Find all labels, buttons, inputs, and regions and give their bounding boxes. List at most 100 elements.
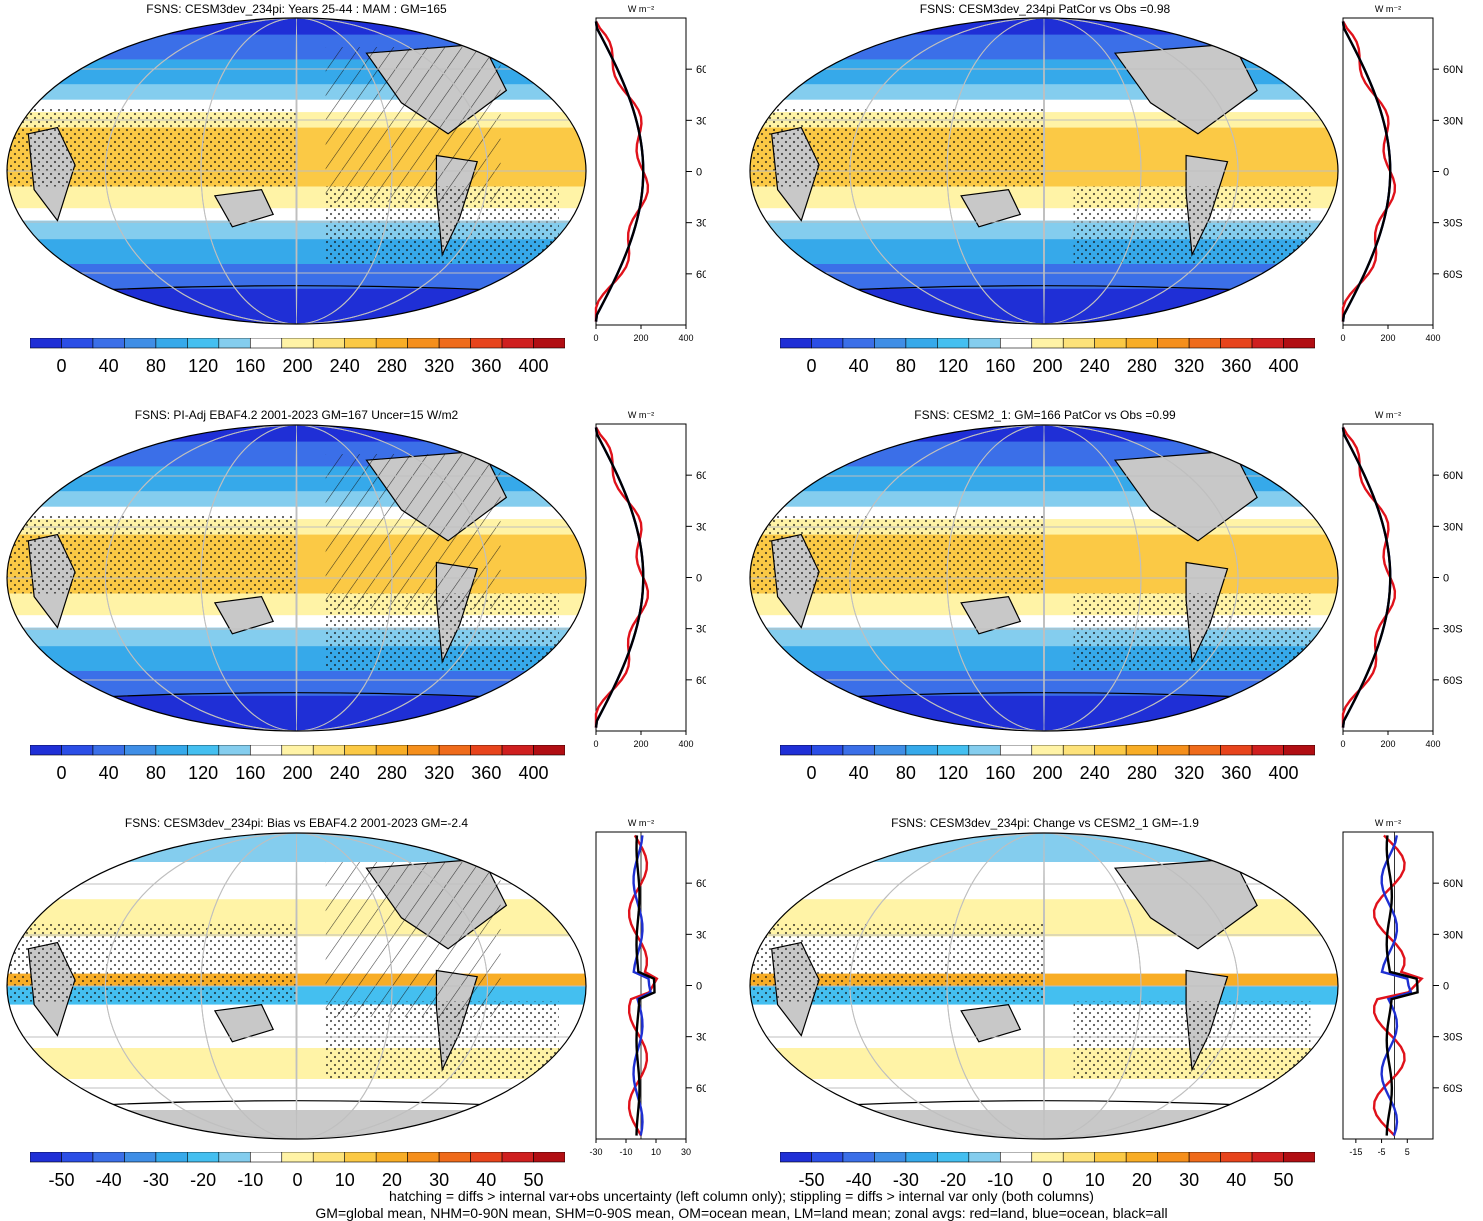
colorbar-swatch — [344, 1152, 377, 1163]
colorbar-swatch — [1188, 1152, 1221, 1163]
colorbar-swatch — [155, 338, 188, 349]
colorbar-label: 120 — [938, 356, 968, 376]
zonal-lat-label: 60N — [696, 878, 706, 890]
zonal-lat-label: 60S — [1443, 675, 1463, 687]
colorbar-label: 20 — [1132, 1170, 1152, 1190]
colorbar-swatch — [124, 745, 157, 756]
colorbar-swatch — [937, 745, 970, 756]
zonal-lat-label: 30N — [1443, 115, 1463, 127]
colorbar-swatch — [218, 338, 251, 349]
colorbar-swatch — [999, 1152, 1033, 1163]
colorbar-swatch — [874, 1152, 907, 1163]
colorbar-swatch — [905, 338, 938, 349]
colorbar-p1: 0 40 80 120 160 200 240 280 320 360 400 — [30, 338, 565, 376]
colorbar-swatch — [874, 745, 907, 756]
map-p1 — [6, 17, 587, 325]
colorbar-swatch — [1031, 1152, 1064, 1163]
colorbar-label: 0 — [56, 356, 66, 376]
colorbar-swatch — [533, 745, 565, 756]
zonal-lat-label: 30N — [696, 929, 706, 941]
zonal-x-tick-label: -30 — [589, 1147, 602, 1157]
colorbar-swatch — [1031, 338, 1064, 349]
panel-title-p4: FSNS: CESM2_1: GM=166 PatCor vs Obs =0.9… — [914, 408, 1176, 422]
colorbar-swatch — [187, 338, 220, 349]
colorbar-swatch — [281, 1152, 314, 1163]
colorbar-swatch — [1283, 338, 1315, 349]
colorbar-swatch — [312, 1152, 346, 1163]
colorbar-p5: -50 -40 -30 -20 -10 0 10 20 30 40 50 — [30, 1152, 565, 1190]
zonal-lat-label: 0 — [1443, 981, 1449, 993]
colorbar-swatch — [811, 745, 844, 756]
map-p6 — [749, 832, 1339, 1140]
colorbar-swatch — [281, 745, 314, 756]
colorbar-label: 360 — [1221, 763, 1251, 783]
colorbar-swatch — [1157, 1152, 1190, 1163]
colorbar-swatch — [1251, 338, 1284, 349]
zonal-lat-label: 0 — [1443, 167, 1449, 179]
colorbar-label: 200 — [1032, 763, 1062, 783]
colorbar-swatch — [407, 338, 440, 349]
colorbar-label: 280 — [377, 356, 407, 376]
colorbar-swatch — [470, 338, 503, 349]
zonal-lat-label: 30N — [1443, 929, 1463, 941]
colorbar-label: 200 — [282, 763, 312, 783]
colorbar-label: 240 — [1080, 356, 1110, 376]
panel-title-p2: FSNS: CESM3dev_234pi PatCor vs Obs =0.98 — [919, 2, 1171, 16]
colorbar-label: 200 — [282, 356, 312, 376]
zonal-x-tick-label: 400 — [1425, 333, 1440, 343]
zonal-lat-label: 60N — [1443, 878, 1463, 890]
colorbar-swatch — [905, 745, 938, 756]
zonal-lat-label: 30N — [1443, 521, 1463, 533]
colorbar-swatch — [874, 338, 907, 349]
colorbar-label: 0 — [806, 763, 816, 783]
colorbar-label: 0 — [56, 763, 66, 783]
colorbar-swatch — [533, 338, 565, 349]
zonal-x-tick-label: 0 — [593, 333, 598, 343]
colorbar-swatch — [1157, 338, 1190, 349]
zonal-lat-label: 60N — [696, 470, 706, 482]
colorbar-swatch — [124, 1152, 157, 1163]
colorbar-swatch — [1094, 745, 1127, 756]
zonal-lat-label: 60S — [696, 675, 706, 687]
colorbar-label: 80 — [146, 763, 166, 783]
colorbar-label: -40 — [846, 1170, 872, 1190]
colorbar-swatch — [937, 1152, 970, 1163]
colorbar-label: 160 — [235, 356, 265, 376]
colorbar-swatch — [937, 338, 970, 349]
colorbar-swatch — [407, 1152, 440, 1163]
colorbar-swatch — [249, 338, 283, 349]
colorbar-swatch — [1188, 338, 1221, 349]
zonal-profile-p4: W m⁻² 60N 30N 0 30S 60S 0 200 400 — [1340, 410, 1463, 749]
zonal-lat-label: 30S — [696, 624, 706, 636]
map-p2 — [749, 17, 1339, 325]
colorbar-swatch — [999, 745, 1033, 756]
zonal-lat-label: 30N — [696, 115, 706, 127]
zonal-lat-label: 60N — [1443, 64, 1463, 76]
colorbar-label: 400 — [519, 356, 549, 376]
colorbar-swatch — [61, 745, 94, 756]
zonal-x-tick-label: 200 — [1380, 333, 1395, 343]
colorbar-label: 360 — [471, 763, 501, 783]
colorbar-label: 240 — [330, 356, 360, 376]
zonal-lat-label: 30S — [1443, 624, 1463, 636]
colorbar-label: 40 — [1226, 1170, 1246, 1190]
colorbar-label: 30 — [429, 1170, 449, 1190]
zonal-lat-label: 60S — [1443, 269, 1463, 281]
colorbar-swatch — [61, 338, 94, 349]
colorbar-swatch — [968, 338, 1001, 349]
zonal-unit-label: W m⁻² — [1375, 4, 1401, 14]
colorbar-swatch — [187, 745, 220, 756]
zonal-lat-label: 30S — [1443, 218, 1463, 230]
zonal-x-tick-label: -15 — [1349, 1147, 1362, 1157]
zonal-lat-label: 60N — [1443, 470, 1463, 482]
footer-line-2: GM=global mean, NHM=0-90N mean, SHM=0-90… — [315, 1205, 1168, 1221]
zonal-lat-label: 60S — [696, 1083, 706, 1095]
colorbar-swatch — [501, 745, 534, 756]
zonal-line-all — [1341, 21, 1392, 322]
colorbar-swatch — [281, 338, 314, 349]
colorbar-swatch — [312, 338, 346, 349]
colorbar-label: 0 — [806, 356, 816, 376]
colorbar-label: 80 — [896, 763, 916, 783]
zonal-lat-label: 30S — [1443, 1032, 1463, 1044]
colorbar-swatch — [780, 745, 812, 756]
